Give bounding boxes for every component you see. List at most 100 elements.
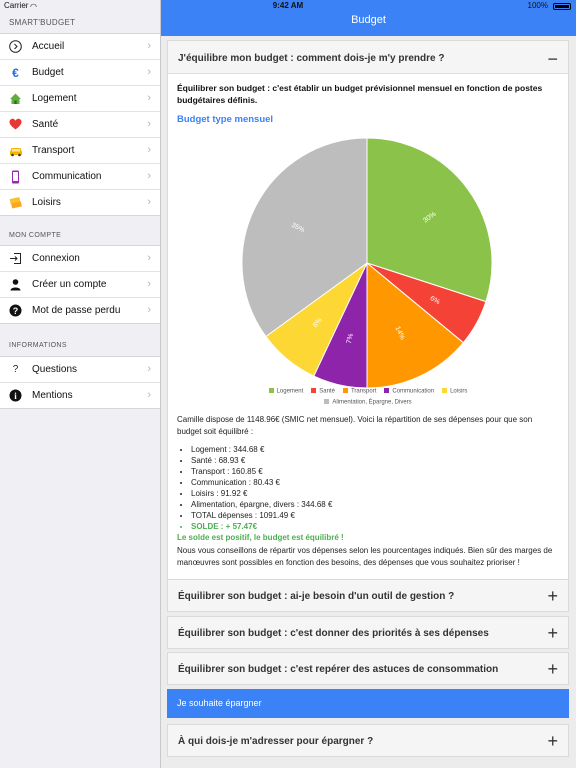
solde-item: SOLDE : + 57.47€ — [191, 521, 332, 532]
legend-label: Loisirs — [450, 388, 468, 395]
chevron-right-icon: › — [147, 40, 151, 52]
chevron-right-icon: › — [147, 196, 151, 208]
main-content[interactable]: J'équilibre mon budget : comment dois-je… — [161, 36, 576, 768]
car-icon — [9, 144, 22, 157]
intro-text: Équilibrer son budget : c'est établir un… — [177, 83, 543, 105]
chevron-right-icon: › — [147, 389, 151, 401]
expense-item: Transport : 160.85 € — [191, 466, 332, 477]
sidebar-item-label: Loisirs — [32, 197, 61, 208]
sidebar-item-loisirs[interactable]: Loisirs › — [0, 190, 160, 215]
sidebar-item-mentions[interactable]: i Mentions › — [0, 383, 160, 408]
sidebar: SMART'BUDGET Accueil › € Budget › Logeme… — [0, 0, 161, 768]
expand-icon[interactable]: + — [547, 586, 558, 606]
sidebar-item-logement[interactable]: Logement › — [0, 86, 160, 112]
chevron-right-icon: › — [147, 252, 151, 264]
status-bar: Carrier ◠ 9:42 AM 100% — [0, 0, 576, 12]
sidebar-item-accueil[interactable]: Accueil › — [0, 34, 160, 60]
carrier-label: Carrier — [4, 1, 29, 10]
accordion-title: Équilibrer son budget : ai-je besoin d'u… — [178, 591, 455, 602]
accordion-header[interactable]: Équilibrer son budget : c'est repérer de… — [168, 653, 568, 686]
sidebar-item-label: Questions — [32, 364, 78, 375]
sidebar-item-questions[interactable]: ? Questions › — [0, 357, 160, 383]
sidebar-item-label: Transport — [32, 145, 75, 156]
expense-item: Loisirs : 91.92 € — [191, 488, 332, 499]
question-circle-icon: ? — [9, 304, 22, 317]
sidebar-item-label: Accueil — [32, 41, 65, 52]
clock: 9:42 AM — [272, 1, 304, 10]
section-header-account: MON COMPTE — [9, 232, 62, 239]
sidebar-item-mot-de-passe[interactable]: ? Mot de passe perdu › — [0, 298, 160, 323]
collapse-icon[interactable]: − — [547, 49, 558, 69]
chevron-circle-icon — [9, 40, 22, 53]
sidebar-item-label: Santé — [32, 119, 59, 130]
legend-label: Communication — [392, 388, 435, 395]
accordion-title: Équilibrer son budget : c'est donner des… — [178, 628, 489, 639]
legend-label: Logement — [276, 388, 304, 395]
accordion-header[interactable]: J'équilibre mon budget : comment dois-je… — [168, 41, 568, 77]
expense-item: Communication : 80.43 € — [191, 477, 332, 488]
chevron-right-icon: › — [147, 304, 151, 316]
accordion-title: Équilibrer son budget : c'est repérer de… — [178, 664, 499, 675]
accordion-open: J'équilibre mon budget : comment dois-je… — [167, 40, 569, 588]
legend-swatch — [268, 388, 274, 393]
accordion-header[interactable]: Équilibrer son budget : ai-je besoin d'u… — [168, 580, 568, 613]
accordion-priorites[interactable]: Équilibrer son budget : c'est donner des… — [167, 616, 569, 649]
sidebar-item-connexion[interactable]: Connexion › — [0, 246, 160, 272]
accordion-header[interactable]: À qui dois-je m'adresser pour épargner ?… — [168, 725, 568, 758]
sidebar-item-label: Budget — [32, 67, 64, 78]
accordion-title: À qui dois-je m'adresser pour épargner ? — [178, 736, 374, 747]
budget-paragraph: Camille dispose de 1148.96€ (SMIC net me… — [177, 415, 533, 436]
legend-item: Transport — [342, 388, 377, 395]
sidebar-item-label: Communication — [32, 171, 102, 182]
legend-item: Santé — [311, 388, 335, 395]
expense-item: Santé : 68.93 € — [191, 455, 332, 466]
legend-item: Communication — [384, 388, 434, 395]
house-icon — [9, 92, 22, 105]
sidebar-item-label: Créer un compte — [32, 279, 107, 290]
legend-label: Alimentation, Épargne, Divers — [332, 399, 412, 406]
battery-percent: 100% — [527, 1, 548, 10]
accordion-astuces[interactable]: Équilibrer son budget : c'est repérer de… — [167, 652, 569, 685]
svg-text:i: i — [14, 391, 17, 401]
sidebar-item-label: Logement — [32, 93, 77, 104]
pie-slice-label: 7% — [346, 333, 355, 344]
heart-icon — [9, 118, 22, 131]
legend-swatch — [311, 388, 317, 393]
sidebar-item-sante[interactable]: Santé › — [0, 112, 160, 138]
svg-text:?: ? — [13, 306, 19, 316]
expand-icon[interactable]: + — [547, 731, 558, 751]
expense-item: Alimentation, épargne, divers : 344.68 € — [191, 499, 332, 510]
sidebar-item-communication[interactable]: Communication › — [0, 164, 160, 190]
chevron-right-icon: › — [147, 278, 151, 290]
legend-item: Alimentation, Épargne, Divers — [324, 399, 412, 406]
save-money-label: Je souhaite épargner — [177, 698, 262, 708]
expense-item: Logement : 344.68 € — [191, 444, 332, 455]
sidebar-item-transport[interactable]: Transport › — [0, 138, 160, 164]
sidebar-item-budget[interactable]: € Budget › — [0, 60, 160, 86]
expand-icon[interactable]: + — [547, 659, 558, 679]
pie-slice-alimentation — [241, 137, 368, 338]
accordion-outil[interactable]: Équilibrer son budget : ai-je besoin d'u… — [167, 579, 569, 612]
tickets-icon — [9, 196, 22, 209]
sidebar-item-label: Connexion — [32, 253, 80, 264]
wifi-icon: ◠ — [30, 2, 37, 11]
advice-text: Nous vous conseillons de répartir vos dé… — [177, 546, 553, 567]
accordion-body: Équilibrer son budget : c'est établir un… — [168, 73, 568, 588]
legend-label: Transport — [350, 388, 377, 395]
phone-icon — [9, 170, 22, 183]
legend-swatch — [342, 388, 348, 393]
sidebar-item-label: Mentions — [32, 390, 73, 401]
positive-balance-text: Le solde est positif, le budget est équi… — [177, 533, 344, 542]
chart-subtitle: Budget type mensuel — [177, 114, 274, 125]
chevron-right-icon: › — [147, 144, 151, 156]
accordion-header[interactable]: Équilibrer son budget : c'est donner des… — [168, 617, 568, 650]
expand-icon[interactable]: + — [547, 623, 558, 643]
sidebar-item-creer-compte[interactable]: Créer un compte › — [0, 272, 160, 298]
save-money-button[interactable]: Je souhaite épargner — [167, 689, 569, 718]
legend-swatch — [384, 388, 390, 393]
login-icon — [9, 252, 22, 265]
pie-slice-label: 6% — [429, 295, 441, 306]
legend-swatch — [442, 388, 448, 393]
accordion-epargne[interactable]: À qui dois-je m'adresser pour épargner ?… — [167, 724, 569, 757]
chevron-right-icon: › — [147, 118, 151, 130]
